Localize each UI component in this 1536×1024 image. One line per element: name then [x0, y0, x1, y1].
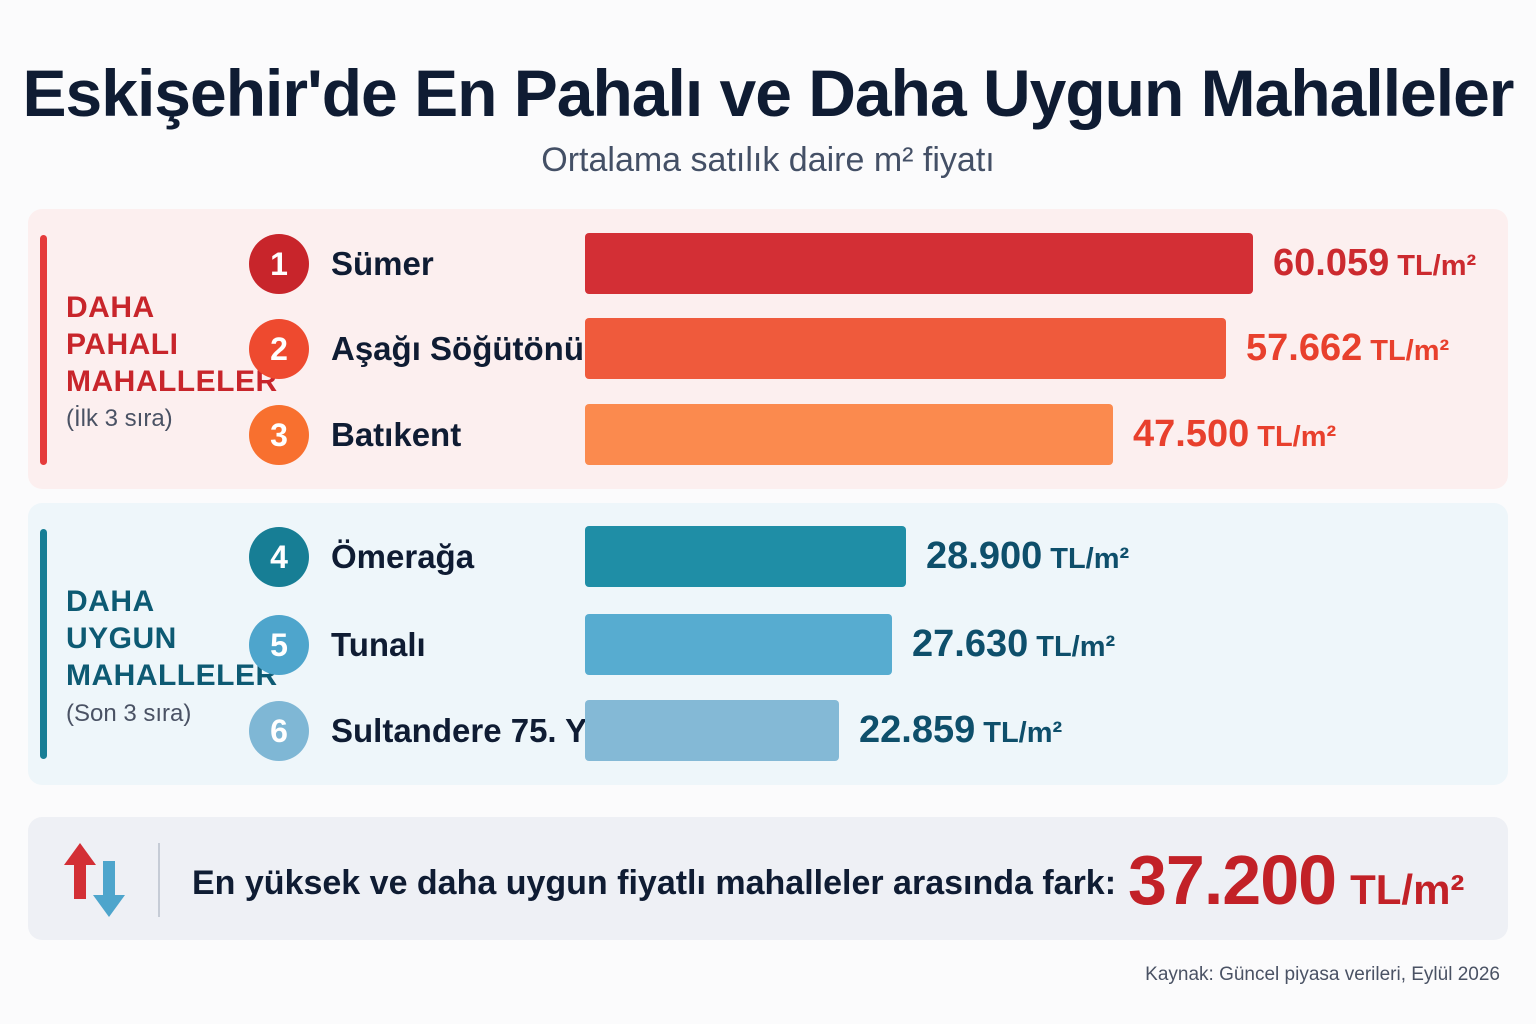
group-label: DAHA PAHALI MAHALLELER	[66, 289, 278, 400]
group-accent-bar	[40, 529, 47, 759]
price-value-label: 27.630 TL/m²	[912, 619, 1115, 669]
difference-panel	[28, 817, 1508, 940]
source-note: Kaynak: Güncel piyasa verileri, Eylül 20…	[1145, 964, 1500, 985]
neighborhood-name: Batıkent	[331, 416, 462, 453]
price-value-label: 22.859 TL/m²	[859, 705, 1062, 755]
neighborhood-name: Sümer	[331, 245, 434, 282]
price-value-label: 47.500 TL/m²	[1133, 409, 1336, 459]
difference-label: En yüksek ve daha uygun fiyatlı mahallel…	[192, 864, 1117, 902]
price-unit: TL/m²	[1257, 421, 1337, 453]
group-label-line: DAHA	[66, 291, 155, 324]
group-label: DAHA UYGUN MAHALLELER	[66, 583, 278, 694]
price-bar	[585, 404, 1113, 465]
rank-badge: 2	[249, 319, 309, 379]
price-bar	[585, 233, 1253, 294]
price-value-label: 60.059 TL/m²	[1273, 238, 1476, 288]
price-unit: TL/m²	[1050, 543, 1130, 575]
difference-unit: TL/m²	[1350, 866, 1465, 913]
divider	[158, 843, 160, 917]
neighborhood-name: Tunalı	[331, 626, 426, 663]
price-number: 22.859	[859, 709, 976, 751]
price-value-label: 57.662 TL/m²	[1246, 323, 1449, 373]
rank-badge: 3	[249, 405, 309, 465]
group-label-line: MAHALLELER	[66, 365, 278, 398]
price-number: 57.662	[1246, 327, 1363, 369]
difference-value: 37.200 TL/m²	[1128, 840, 1464, 940]
neighborhood-name: Aşağı Söğütönü	[331, 330, 584, 367]
price-number: 27.630	[912, 623, 1029, 665]
group-note: (İlk 3 sıra)	[66, 405, 173, 432]
price-unit: TL/m²	[1397, 250, 1477, 282]
rank-badge: 6	[249, 701, 309, 761]
rank-badge: 1	[249, 234, 309, 294]
neighborhood-name: Sultandere 75. Yıl	[331, 712, 606, 749]
price-unit: TL/m²	[1036, 631, 1116, 663]
rank-badge: 5	[249, 615, 309, 675]
group-label-line: UYGUN	[66, 622, 177, 655]
price-unit: TL/m²	[983, 717, 1063, 749]
group-note: (Son 3 sıra)	[66, 700, 192, 727]
price-bar	[585, 526, 906, 587]
difference-number: 37.200	[1128, 841, 1337, 919]
chart-subtitle: Ortalama satılık daire m² fiyatı	[541, 141, 995, 179]
price-number: 28.900	[926, 535, 1043, 577]
price-bar	[585, 614, 892, 675]
up-down-arrows-icon	[64, 843, 125, 917]
price-number: 60.059	[1273, 242, 1390, 284]
group-label-line: MAHALLELER	[66, 659, 278, 692]
group-accent-bar	[40, 235, 47, 465]
price-bar	[585, 700, 839, 761]
group-label-line: PAHALI	[66, 328, 179, 361]
price-bar	[585, 318, 1226, 379]
price-unit: TL/m²	[1370, 335, 1450, 367]
chart-title: Eskişehir'de En Pahalı ve Daha Uygun Mah…	[22, 56, 1515, 130]
group-label-line: DAHA	[66, 585, 155, 618]
rank-badge: 4	[249, 527, 309, 587]
price-value-label: 28.900 TL/m²	[926, 531, 1129, 581]
price-number: 47.500	[1133, 413, 1250, 455]
neighborhood-name: Ömerağa	[331, 538, 475, 575]
